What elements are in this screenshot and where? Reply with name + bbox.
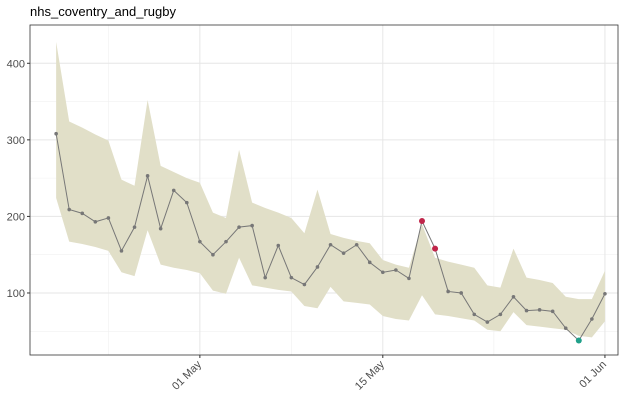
point: [315, 265, 320, 269]
point: [171, 188, 176, 193]
point: [563, 326, 568, 331]
point: [367, 260, 372, 265]
point: [93, 219, 98, 224]
y-tick-label: 200: [7, 211, 25, 223]
highlight-point: [432, 245, 439, 252]
point: [381, 270, 385, 275]
point: [106, 216, 111, 220]
x-tick-label: 15 May: [353, 358, 387, 392]
point: [289, 275, 294, 280]
highlight-point: [575, 337, 582, 344]
point: [80, 211, 85, 216]
point: [211, 252, 215, 257]
point: [276, 243, 281, 248]
point: [224, 239, 228, 244]
x-tick-label: 01 Jun: [577, 359, 609, 391]
point: [328, 242, 333, 247]
point: [354, 242, 359, 247]
plot-border: [29, 24, 619, 356]
point: [550, 309, 555, 314]
chart-title: nhs_coventry_and_rugby: [30, 4, 176, 19]
point: [485, 320, 490, 324]
point: [394, 268, 398, 272]
point: [341, 251, 346, 255]
point: [459, 291, 464, 295]
point: [590, 317, 594, 321]
point: [250, 223, 254, 228]
point: [524, 308, 529, 313]
point: [498, 312, 503, 317]
x-tick-label: 01 May: [170, 358, 204, 392]
point: [263, 275, 268, 280]
point: [132, 225, 137, 229]
point: [158, 226, 163, 231]
point: [302, 282, 307, 287]
y-tick-label: 300: [7, 135, 25, 147]
point: [603, 291, 607, 296]
point: [67, 207, 71, 212]
point: [237, 225, 241, 229]
band: [56, 41, 605, 338]
point: [511, 295, 516, 299]
point: [145, 174, 150, 178]
point: [537, 308, 542, 312]
point: [472, 312, 477, 317]
highlight-point: [419, 218, 425, 225]
point: [119, 249, 124, 253]
point: [446, 289, 450, 294]
y-tick-label: 100: [7, 288, 25, 300]
point: [54, 131, 58, 136]
point: [407, 276, 411, 281]
point: [198, 239, 202, 244]
y-tick-label: 400: [7, 58, 25, 70]
point: [185, 200, 189, 205]
